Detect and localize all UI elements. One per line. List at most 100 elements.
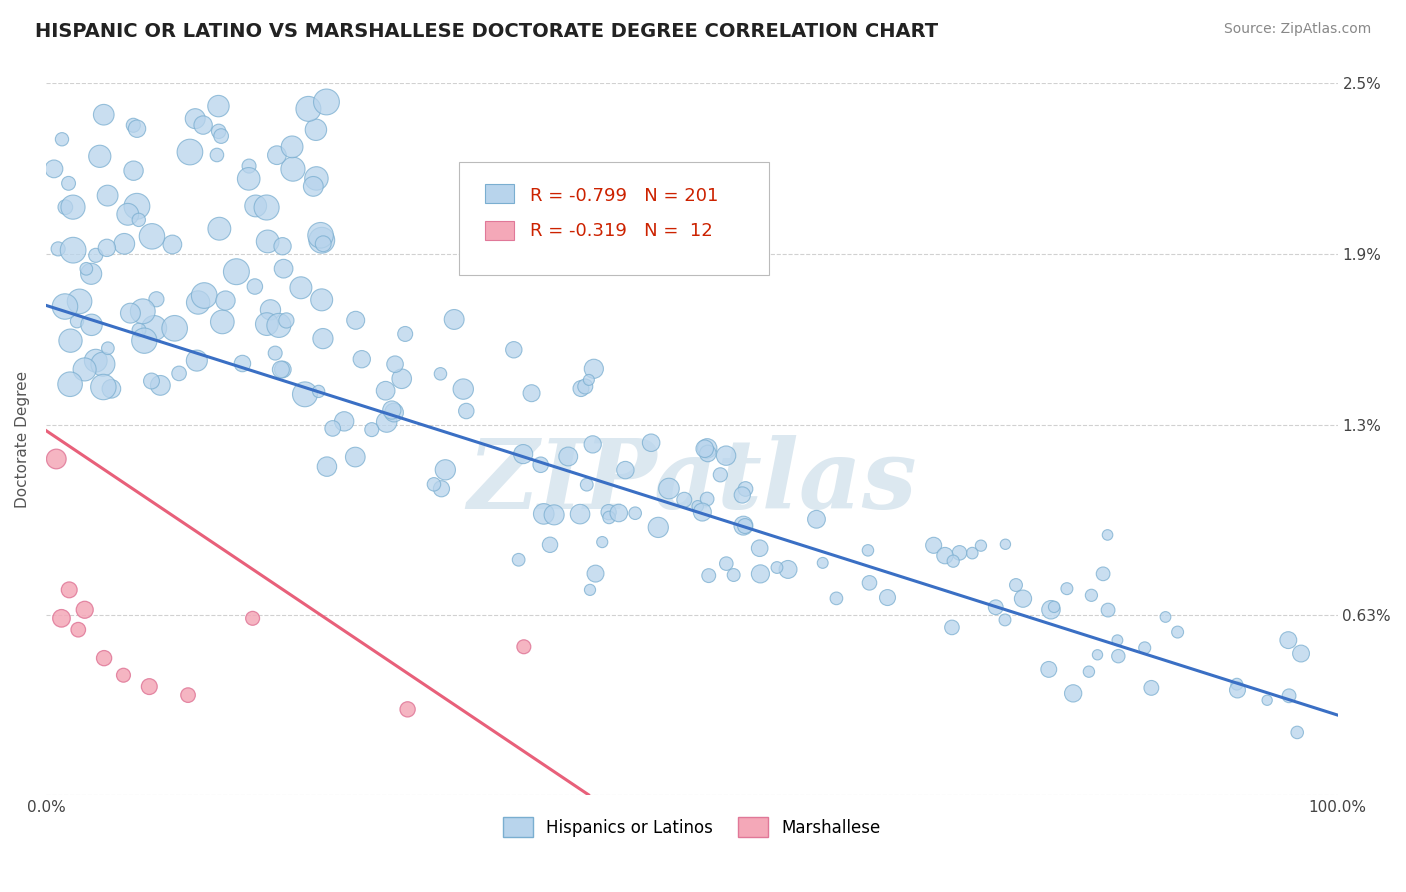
Point <box>42 161 65 176</box>
Point <box>766 560 789 574</box>
Point <box>1080 588 1102 602</box>
Point <box>270 362 292 376</box>
Point <box>443 312 465 326</box>
Point <box>1167 625 1189 640</box>
Point <box>311 233 333 247</box>
Point <box>93 651 115 665</box>
Point <box>294 387 316 401</box>
Point <box>994 537 1017 551</box>
Point <box>1077 665 1099 679</box>
Point <box>59 334 82 348</box>
Point <box>543 508 565 522</box>
Point <box>1056 582 1078 596</box>
Point <box>825 591 848 606</box>
Point <box>80 318 103 332</box>
Point <box>209 129 232 144</box>
Point <box>163 321 186 335</box>
Point <box>582 361 605 376</box>
Point <box>434 463 457 477</box>
Point <box>585 566 607 581</box>
Point <box>1107 633 1129 648</box>
Point <box>394 326 416 341</box>
Point <box>375 415 398 429</box>
Point <box>122 163 145 178</box>
Point <box>513 640 536 654</box>
Point <box>748 541 770 556</box>
Point <box>520 386 543 401</box>
Legend: Hispanics or Latinos, Marshallese: Hispanics or Latinos, Marshallese <box>496 811 887 843</box>
Point <box>243 279 266 293</box>
Point <box>714 449 737 463</box>
Point <box>276 313 298 327</box>
Point <box>84 248 107 262</box>
Point <box>51 132 73 146</box>
Point <box>125 121 148 136</box>
Point <box>451 382 474 396</box>
Point <box>1226 677 1249 691</box>
Point <box>1289 647 1312 661</box>
Point <box>211 315 233 329</box>
Point <box>1097 603 1119 617</box>
Point <box>75 261 97 276</box>
Point <box>557 450 579 464</box>
Point <box>578 373 600 387</box>
Point <box>942 554 965 568</box>
Point <box>502 343 524 357</box>
Point <box>423 477 446 491</box>
Point <box>1039 603 1062 617</box>
Point <box>350 352 373 367</box>
Point <box>734 482 756 496</box>
Point <box>344 450 367 464</box>
Point <box>598 510 620 524</box>
Point <box>934 549 956 563</box>
Point <box>149 378 172 392</box>
Point <box>696 491 718 506</box>
Point <box>128 213 150 227</box>
Point <box>716 557 738 571</box>
Point <box>281 140 304 154</box>
Point <box>922 538 945 552</box>
Point <box>382 405 405 419</box>
Point <box>1107 649 1129 664</box>
Point <box>658 482 681 496</box>
Point <box>591 535 613 549</box>
Point <box>647 520 669 534</box>
Point <box>696 446 718 460</box>
Point <box>58 582 80 597</box>
Point <box>384 357 406 371</box>
Point <box>208 221 231 235</box>
Point <box>84 353 107 368</box>
Point <box>344 313 367 327</box>
Point <box>1012 591 1035 606</box>
Point <box>186 353 208 368</box>
Point <box>97 341 120 355</box>
Point <box>162 237 184 252</box>
Point <box>692 505 714 519</box>
Point <box>1005 578 1028 592</box>
Point <box>733 518 755 533</box>
Point <box>238 172 260 186</box>
Point <box>312 236 335 251</box>
Point <box>225 265 247 279</box>
Point <box>120 306 142 320</box>
Point <box>266 148 288 162</box>
Point <box>1062 686 1084 700</box>
Point <box>138 680 160 694</box>
Point <box>1087 648 1109 662</box>
Point <box>696 442 718 456</box>
Point <box>533 507 555 521</box>
Point <box>271 239 294 253</box>
Point <box>948 546 970 560</box>
Point <box>582 437 605 451</box>
Point <box>238 159 260 173</box>
Point <box>305 171 328 186</box>
Point <box>96 241 118 255</box>
Point <box>322 421 344 435</box>
Point <box>530 458 553 472</box>
Point <box>117 207 139 221</box>
Point <box>396 702 419 716</box>
Point <box>207 99 229 113</box>
Point <box>281 162 304 177</box>
Point <box>697 568 720 582</box>
Point <box>693 442 716 456</box>
